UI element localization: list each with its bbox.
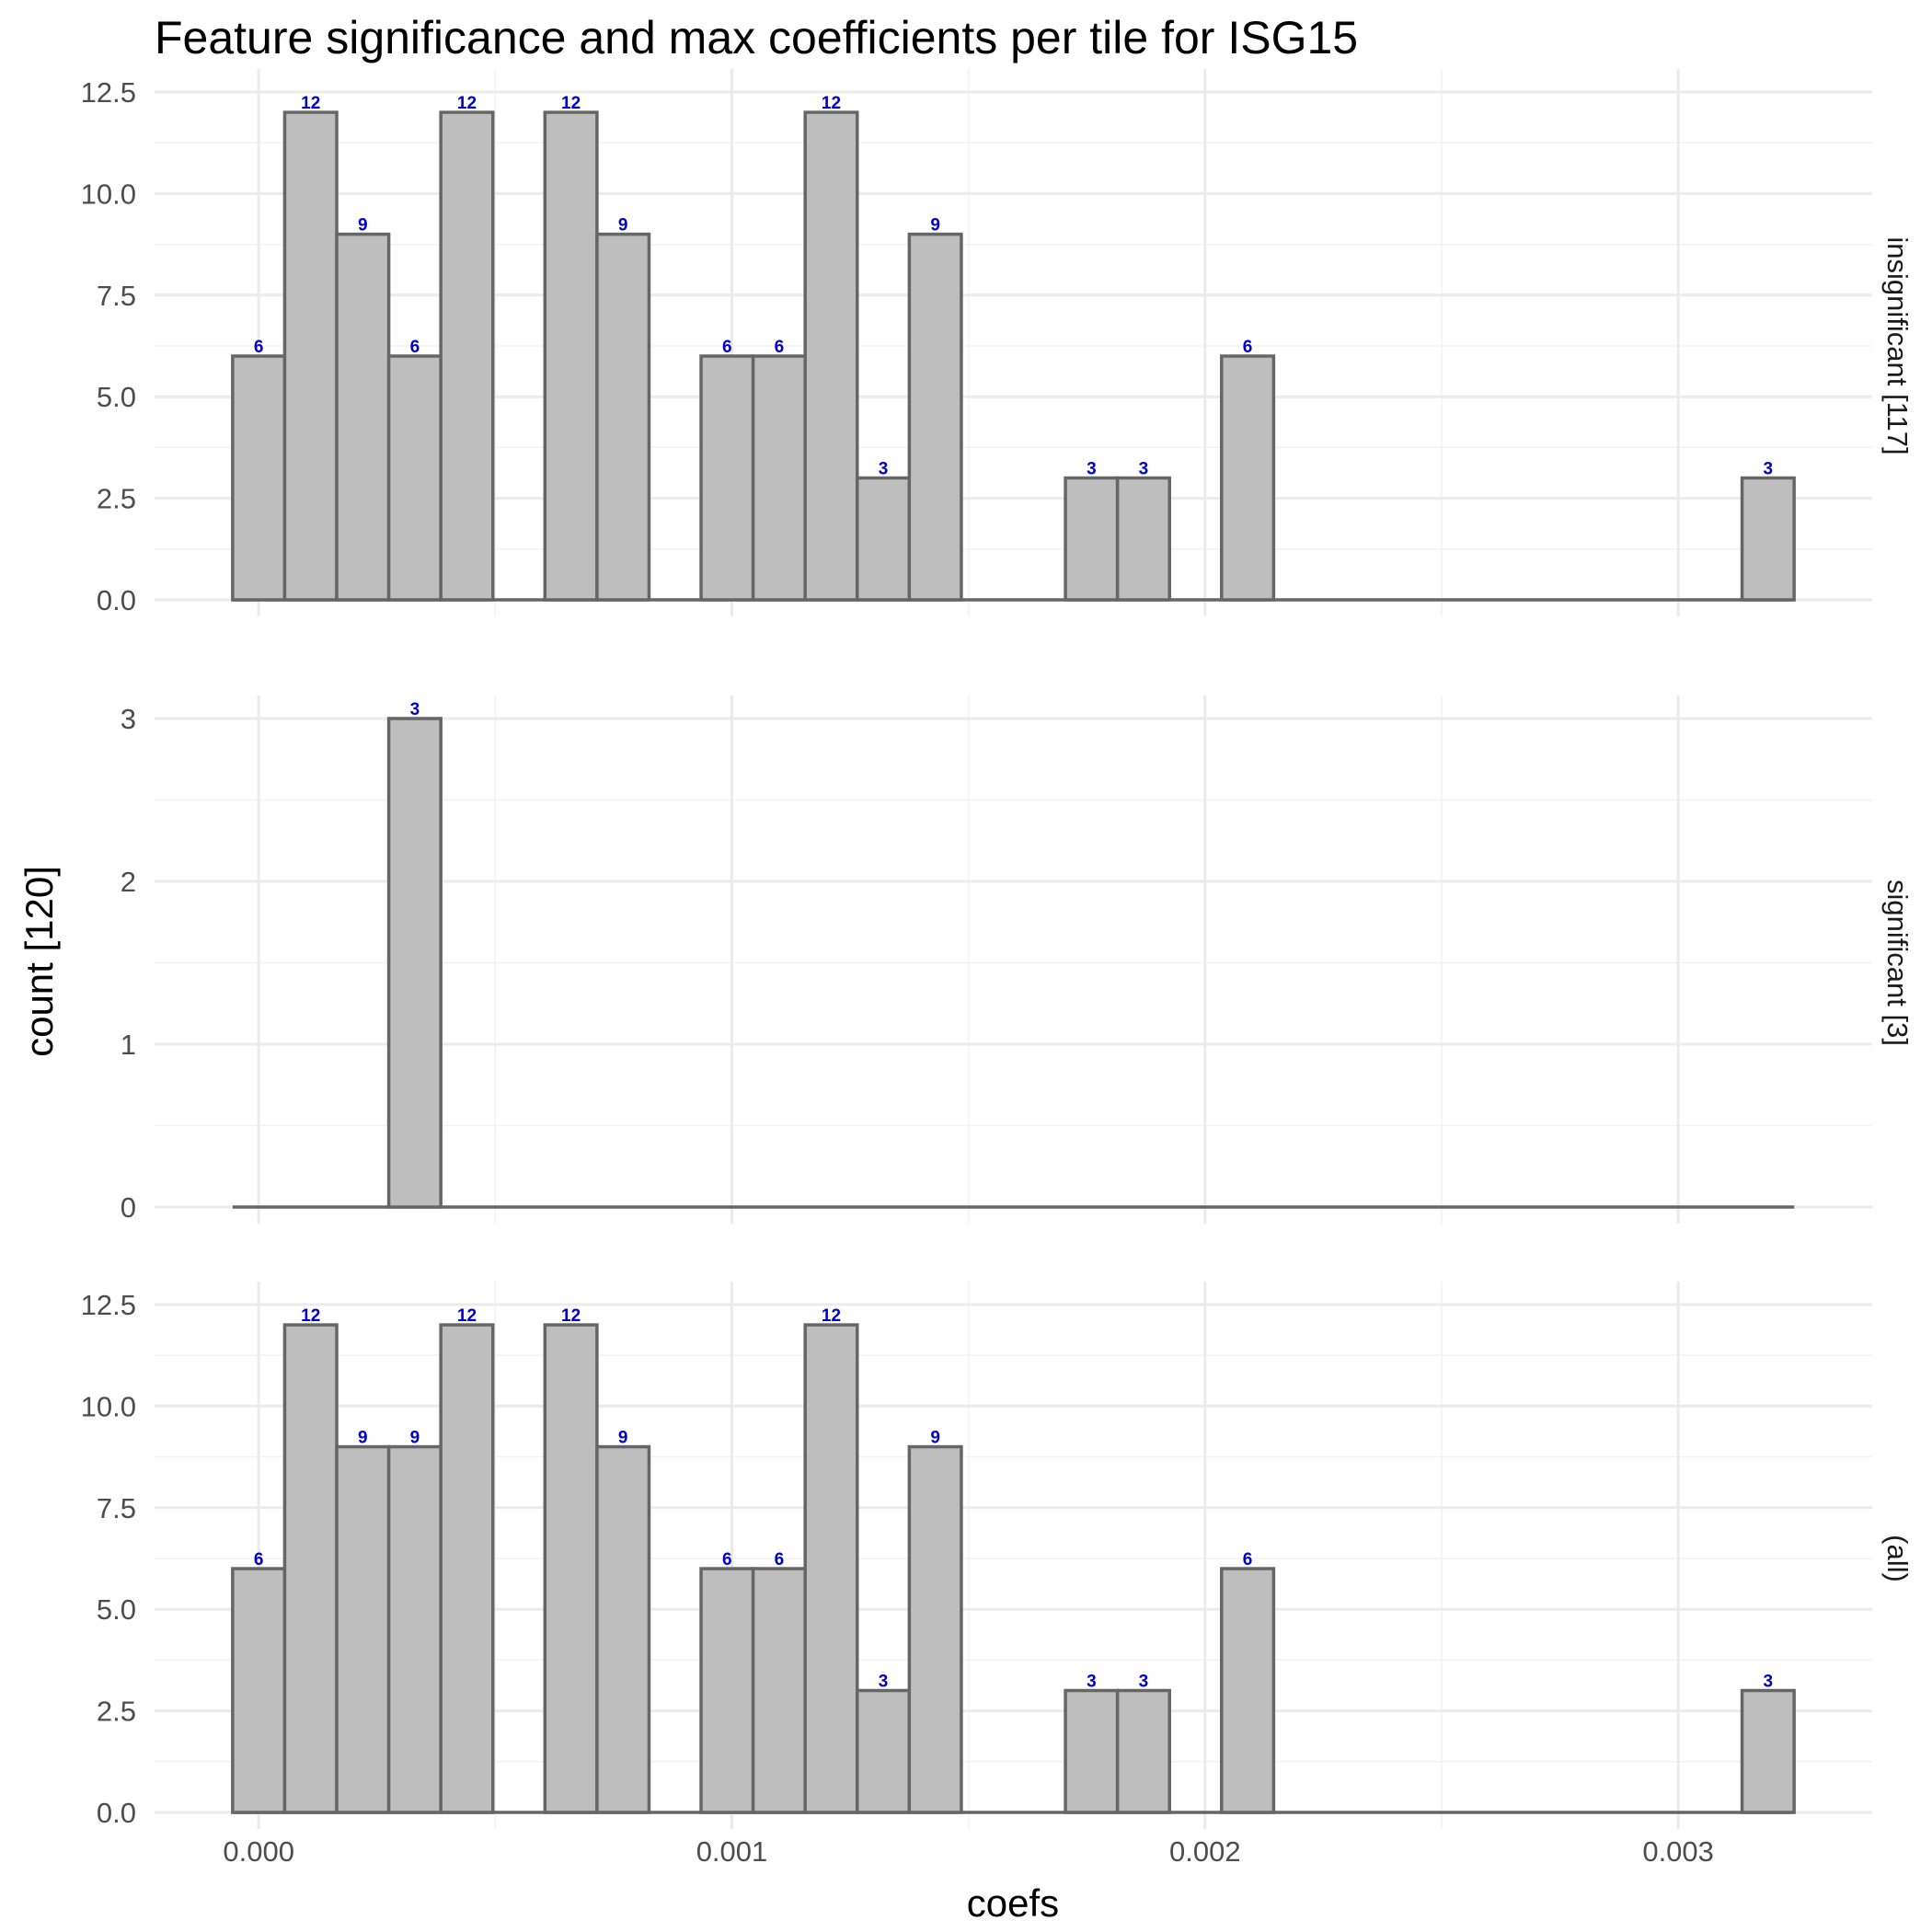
- y-tick-label: 0: [121, 1191, 136, 1224]
- histogram-bar: [856, 476, 912, 602]
- bar-count-label: 3: [1139, 1673, 1149, 1692]
- bar-count-label: 6: [410, 338, 420, 357]
- y-tick-label: 5.0: [97, 381, 136, 413]
- chart-title: Feature significance and max coefficient…: [155, 12, 1358, 63]
- histogram-bar: [1220, 1567, 1276, 1814]
- bar-count-label: 12: [457, 94, 477, 113]
- facet-panel: 0 1 2 3 3 significant [3]: [121, 696, 1914, 1224]
- histogram-bar: [803, 110, 859, 602]
- facet-strip-label: (all): [1881, 1535, 1914, 1582]
- bar-count-label: 6: [254, 338, 264, 357]
- bar-count-label: 12: [561, 1306, 581, 1326]
- y-tick-label: 10.0: [81, 1390, 136, 1422]
- histogram-bar: [282, 110, 339, 602]
- y-tick-label: 5.0: [97, 1593, 136, 1626]
- bar-count-label: 9: [618, 1429, 628, 1448]
- histogram-bar: [907, 232, 963, 602]
- histogram-bar: [543, 110, 599, 602]
- x-axis-title: coefs: [967, 1881, 1059, 1925]
- histogram-bar: [1064, 476, 1120, 602]
- y-axis-title: count [120]: [17, 866, 61, 1057]
- bar-count-label: 12: [301, 1306, 320, 1326]
- facet-strip-label: significant [3]: [1881, 880, 1914, 1046]
- facet-panel: 0.0 2.5 5.0 7.5 10.0 12.5 6 12 9 6 12 12 9 6 6 12 3 9 3 3 6 3…: [81, 69, 1914, 616]
- facet-strip-label: insignificant [117]: [1881, 236, 1914, 454]
- x-axis: 0.000 0.001 0.002 0.003: [223, 1835, 1714, 1868]
- bar-count-label: 12: [561, 94, 581, 113]
- bar-count-label: 9: [358, 216, 368, 236]
- histogram-bar: [335, 1444, 391, 1814]
- x-tick-label: 0.002: [1169, 1835, 1241, 1868]
- histogram-bar: [1740, 1688, 1796, 1814]
- bar-count-label: 9: [358, 1429, 368, 1448]
- bar-count-label: 3: [879, 460, 889, 479]
- bar-count-label: 9: [618, 216, 628, 236]
- facet-panel: 0.0 2.5 5.0 7.5 10.0 12.5 6 12 9 9 12 12 9 6 6 12 3 9 3 3 6 3…: [81, 1282, 1914, 1829]
- bar-count-label: 3: [879, 1673, 889, 1692]
- bar-count-label: 9: [930, 1429, 940, 1448]
- histogram-bar: [386, 717, 443, 1209]
- histogram-bar: [543, 1323, 599, 1814]
- histogram-bar: [386, 1444, 443, 1814]
- y-tick-label: 0.0: [97, 584, 136, 616]
- bar-count-label: 3: [1764, 460, 1774, 479]
- bar-count-label: 3: [1087, 1673, 1097, 1692]
- histogram-bar: [803, 1323, 859, 1814]
- histogram-bar: [699, 1567, 755, 1814]
- bar-count-label: 9: [930, 216, 940, 236]
- histogram-bar: [1220, 354, 1276, 602]
- y-tick-label: 2.5: [97, 483, 136, 515]
- histogram-bar: [1115, 1688, 1171, 1814]
- histogram-bar: [907, 1444, 963, 1814]
- x-tick-label: 0.000: [223, 1835, 294, 1868]
- bar-count-label: 6: [775, 338, 785, 357]
- bar-count-label: 3: [1087, 460, 1097, 479]
- bar-count-label: 9: [410, 1429, 420, 1448]
- histogram-bar: [595, 232, 651, 602]
- histogram-bar: [751, 354, 807, 602]
- histogram-bar: [282, 1323, 339, 1814]
- y-tick-label: 12.5: [81, 76, 136, 109]
- bar-count-label: 3: [410, 700, 420, 719]
- bar-count-label: 6: [722, 338, 732, 357]
- histogram-bar: [699, 354, 755, 602]
- x-tick-label: 0.001: [696, 1835, 768, 1868]
- histogram-bar: [439, 110, 495, 602]
- bar-count-label: 3: [1139, 460, 1149, 479]
- y-tick-label: 12.5: [81, 1289, 136, 1321]
- histogram-bar: [751, 1567, 807, 1814]
- y-tick-label: 2: [121, 866, 136, 898]
- histogram-bar: [1115, 476, 1171, 602]
- bar-count-label: 12: [822, 94, 841, 113]
- y-tick-label: 3: [121, 703, 136, 735]
- y-tick-label: 7.5: [97, 1492, 136, 1524]
- y-tick-label: 2.5: [97, 1696, 136, 1728]
- histogram-bar: [595, 1444, 651, 1814]
- bar-count-label: 12: [301, 94, 320, 113]
- bar-count-label: 6: [1243, 1550, 1253, 1570]
- bar-count-label: 3: [1764, 1673, 1774, 1692]
- histogram-bar: [1740, 476, 1796, 602]
- histogram-bar: [1064, 1688, 1120, 1814]
- y-tick-label: 10.0: [81, 178, 136, 210]
- y-tick-label: 0.0: [97, 1797, 136, 1829]
- histogram-bar: [386, 354, 443, 602]
- x-tick-label: 0.003: [1642, 1835, 1714, 1868]
- bar-count-label: 12: [822, 1306, 841, 1326]
- histogram-bar: [439, 1323, 495, 1814]
- bar-count-label: 6: [775, 1550, 785, 1570]
- histogram-bar: [231, 1567, 287, 1814]
- y-tick-label: 1: [121, 1029, 136, 1061]
- bar-count-label: 6: [254, 1550, 264, 1570]
- histogram-bar: [231, 354, 287, 602]
- histogram-bar: [856, 1688, 912, 1814]
- bar-count-label: 6: [722, 1550, 732, 1570]
- bar-count-label: 12: [457, 1306, 477, 1326]
- bar-count-label: 6: [1243, 338, 1253, 357]
- y-tick-label: 7.5: [97, 280, 136, 312]
- histogram-bar: [335, 232, 391, 602]
